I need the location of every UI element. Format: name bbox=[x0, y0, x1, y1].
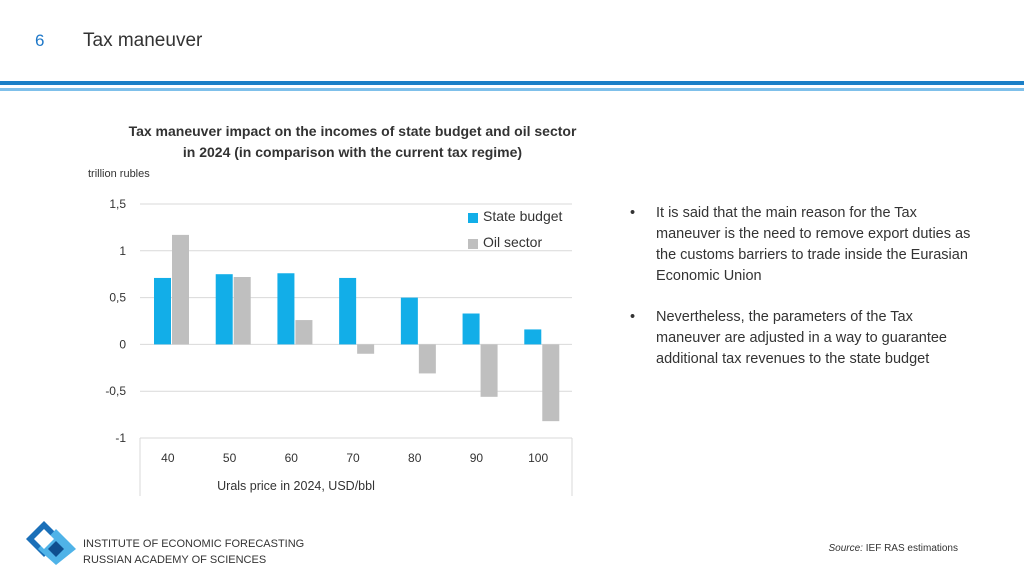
bar-oil-sector bbox=[480, 344, 498, 397]
bar-state-budget bbox=[215, 274, 233, 345]
bar-oil-sector bbox=[233, 277, 251, 345]
bullet-text: Nevertheless, the parameters of the Tax … bbox=[656, 309, 947, 367]
legend-item-oil-sector: Oil sector bbox=[468, 229, 562, 255]
page-title: Tax maneuver bbox=[83, 30, 203, 51]
chart-title-line2: in 2024 (in comparison with the current … bbox=[182, 144, 523, 160]
page-number: 6 bbox=[35, 31, 45, 50]
y-tick-label: 0 bbox=[119, 337, 126, 351]
bullet-text: It is said that the main reason for the … bbox=[656, 205, 971, 284]
chart-title: Tax maneuver impact on the incomes of st… bbox=[100, 121, 605, 163]
source-text: IEF RAS estimations bbox=[862, 543, 958, 554]
legend-swatch-oil-sector bbox=[468, 238, 478, 249]
bar-oil-sector bbox=[418, 344, 436, 374]
bar-state-budget bbox=[154, 277, 171, 345]
bar-oil-sector bbox=[357, 344, 375, 354]
x-tick-label: 80 bbox=[408, 451, 422, 465]
legend-label-oil-sector: Oil sector bbox=[483, 234, 543, 250]
institute-logo-icon bbox=[26, 521, 76, 565]
y-tick-label: -1 bbox=[115, 431, 126, 445]
legend-label-state-budget: State budget bbox=[483, 208, 563, 224]
bar-state-budget bbox=[524, 329, 542, 345]
y-tick-label: -0,5 bbox=[105, 384, 126, 398]
institute-line1: INSTITUTE OF ECONOMIC FORECASTING bbox=[83, 538, 305, 550]
source-note: Source: IEF RAS estimations bbox=[829, 543, 959, 554]
legend-swatch-state-budget bbox=[468, 212, 478, 223]
bullet-item: • It is said that the main reason for th… bbox=[630, 203, 975, 287]
bar-state-budget bbox=[339, 277, 357, 345]
bar-oil-sector bbox=[295, 320, 313, 345]
bullet-dot: • bbox=[630, 205, 636, 221]
bullet-dot: • bbox=[630, 309, 636, 325]
chart-legend: State budget Oil sector bbox=[468, 203, 562, 255]
x-tick-label: 70 bbox=[346, 451, 360, 465]
x-tick-label: 90 bbox=[470, 451, 484, 465]
institute-name: INSTITUTE OF ECONOMIC FORECASTING RUSSIA… bbox=[83, 536, 304, 568]
header-rule-light bbox=[0, 88, 1024, 91]
x-axis-label: Urals price in 2024, USD/bbl bbox=[217, 479, 375, 493]
x-tick-label: 40 bbox=[161, 451, 175, 465]
bullet-list: • It is said that the main reason for th… bbox=[630, 203, 975, 390]
bar-state-budget bbox=[277, 273, 295, 345]
x-tick-label: 100 bbox=[528, 451, 548, 465]
x-tick-label: 60 bbox=[285, 451, 299, 465]
source-label: Source: bbox=[828, 543, 863, 554]
y-tick-label: 0,5 bbox=[109, 291, 126, 305]
institute-line2: RUSSIAN ACADEMY OF SCIENCES bbox=[83, 554, 267, 566]
chart-unit-label: trillion rubles bbox=[88, 168, 150, 180]
bar-state-budget bbox=[462, 313, 480, 345]
bar-state-budget bbox=[400, 297, 418, 345]
chart-title-line1: Tax maneuver impact on the incomes of st… bbox=[128, 123, 577, 139]
header-rule-dark bbox=[0, 81, 1024, 85]
bar-chart: 1,5 1 0,5 0 -0,5 -1 40 50 60 70 80 90 100 Urals price… bbox=[105, 197, 573, 496]
bullet-item: • Nevertheless, the parameters of the Ta… bbox=[630, 307, 975, 370]
y-tick-label: 1,5 bbox=[109, 197, 126, 211]
x-tick-label: 50 bbox=[223, 451, 237, 465]
legend-item-state-budget: State budget bbox=[468, 203, 562, 229]
bar-oil-sector bbox=[172, 234, 189, 345]
y-tick-label: 1 bbox=[119, 244, 126, 258]
bar-oil-sector bbox=[542, 344, 560, 422]
